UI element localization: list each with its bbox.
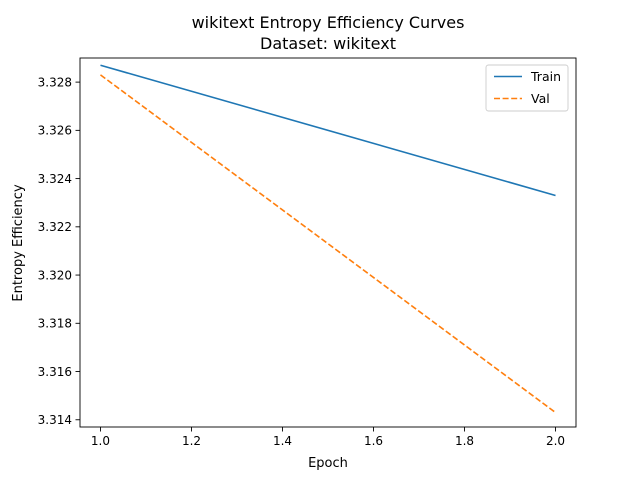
y-tick-label: 3.324	[38, 172, 72, 186]
y-tick-label: 3.318	[38, 317, 72, 331]
series-line-train	[100, 64, 556, 197]
y-axis-label: Entropy Efficiency	[11, 184, 26, 302]
x-tick-label: 1.8	[455, 434, 474, 448]
x-tick-label: 1.0	[91, 434, 110, 448]
chart-subtitle: Dataset: wikitext	[260, 34, 396, 53]
y-tick-label: 3.314	[38, 413, 72, 427]
legend-label-train: Train	[530, 69, 561, 84]
plot-area: 1.0 1.2 1.4 1.6 1.8 2.0 3.314 3.316 3.318 3.320 3.…	[38, 57, 577, 448]
x-tick-label: 1.6	[364, 434, 383, 448]
legend-label-val: Val	[531, 91, 550, 106]
y-tick-label: 3.322	[38, 220, 72, 234]
legend: Train Val	[485, 64, 569, 112]
y-tick-label: 3.326	[38, 124, 72, 138]
y-tick-label: 3.316	[38, 365, 72, 379]
x-tick-label: 1.2	[182, 434, 201, 448]
chart-title: wikitext Entropy Efficiency Curves	[192, 13, 465, 32]
x-tick-label: 2.0	[546, 434, 565, 448]
x-tick-label: 1.4	[273, 434, 292, 448]
axes-frame	[79, 57, 577, 428]
y-tick-label: 3.328	[38, 75, 72, 89]
x-axis-label: Epoch	[308, 456, 348, 471]
y-tick-label: 3.320	[38, 268, 72, 282]
